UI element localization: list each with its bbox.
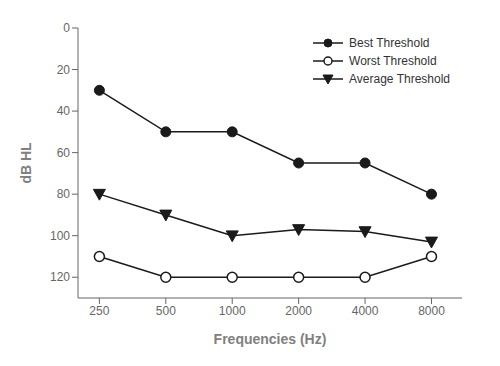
svg-text:dB HL: dB HL [18,142,34,184]
svg-text:4000: 4000 [352,304,379,318]
svg-text:120: 120 [50,270,70,284]
svg-text:Frequencies (Hz): Frequencies (Hz) [214,331,327,347]
html-text:Average Threshold: Average Threshold [349,72,450,86]
svg-text:80: 80 [57,187,71,201]
svg-text:60: 60 [57,146,71,160]
svg-text:500: 500 [156,304,176,318]
svg-text:100: 100 [50,229,70,243]
html-text:Worst Threshold: Worst Threshold [349,54,437,68]
html-text:Best Threshold: Best Threshold [349,36,430,50]
svg-text:2000: 2000 [285,304,312,318]
svg-text:250: 250 [89,304,109,318]
svg-text:8000: 8000 [418,304,445,318]
svg-text:20: 20 [57,63,71,77]
svg-text:0: 0 [63,21,70,35]
svg-text:1000: 1000 [219,304,246,318]
svg-text:40: 40 [57,104,71,118]
